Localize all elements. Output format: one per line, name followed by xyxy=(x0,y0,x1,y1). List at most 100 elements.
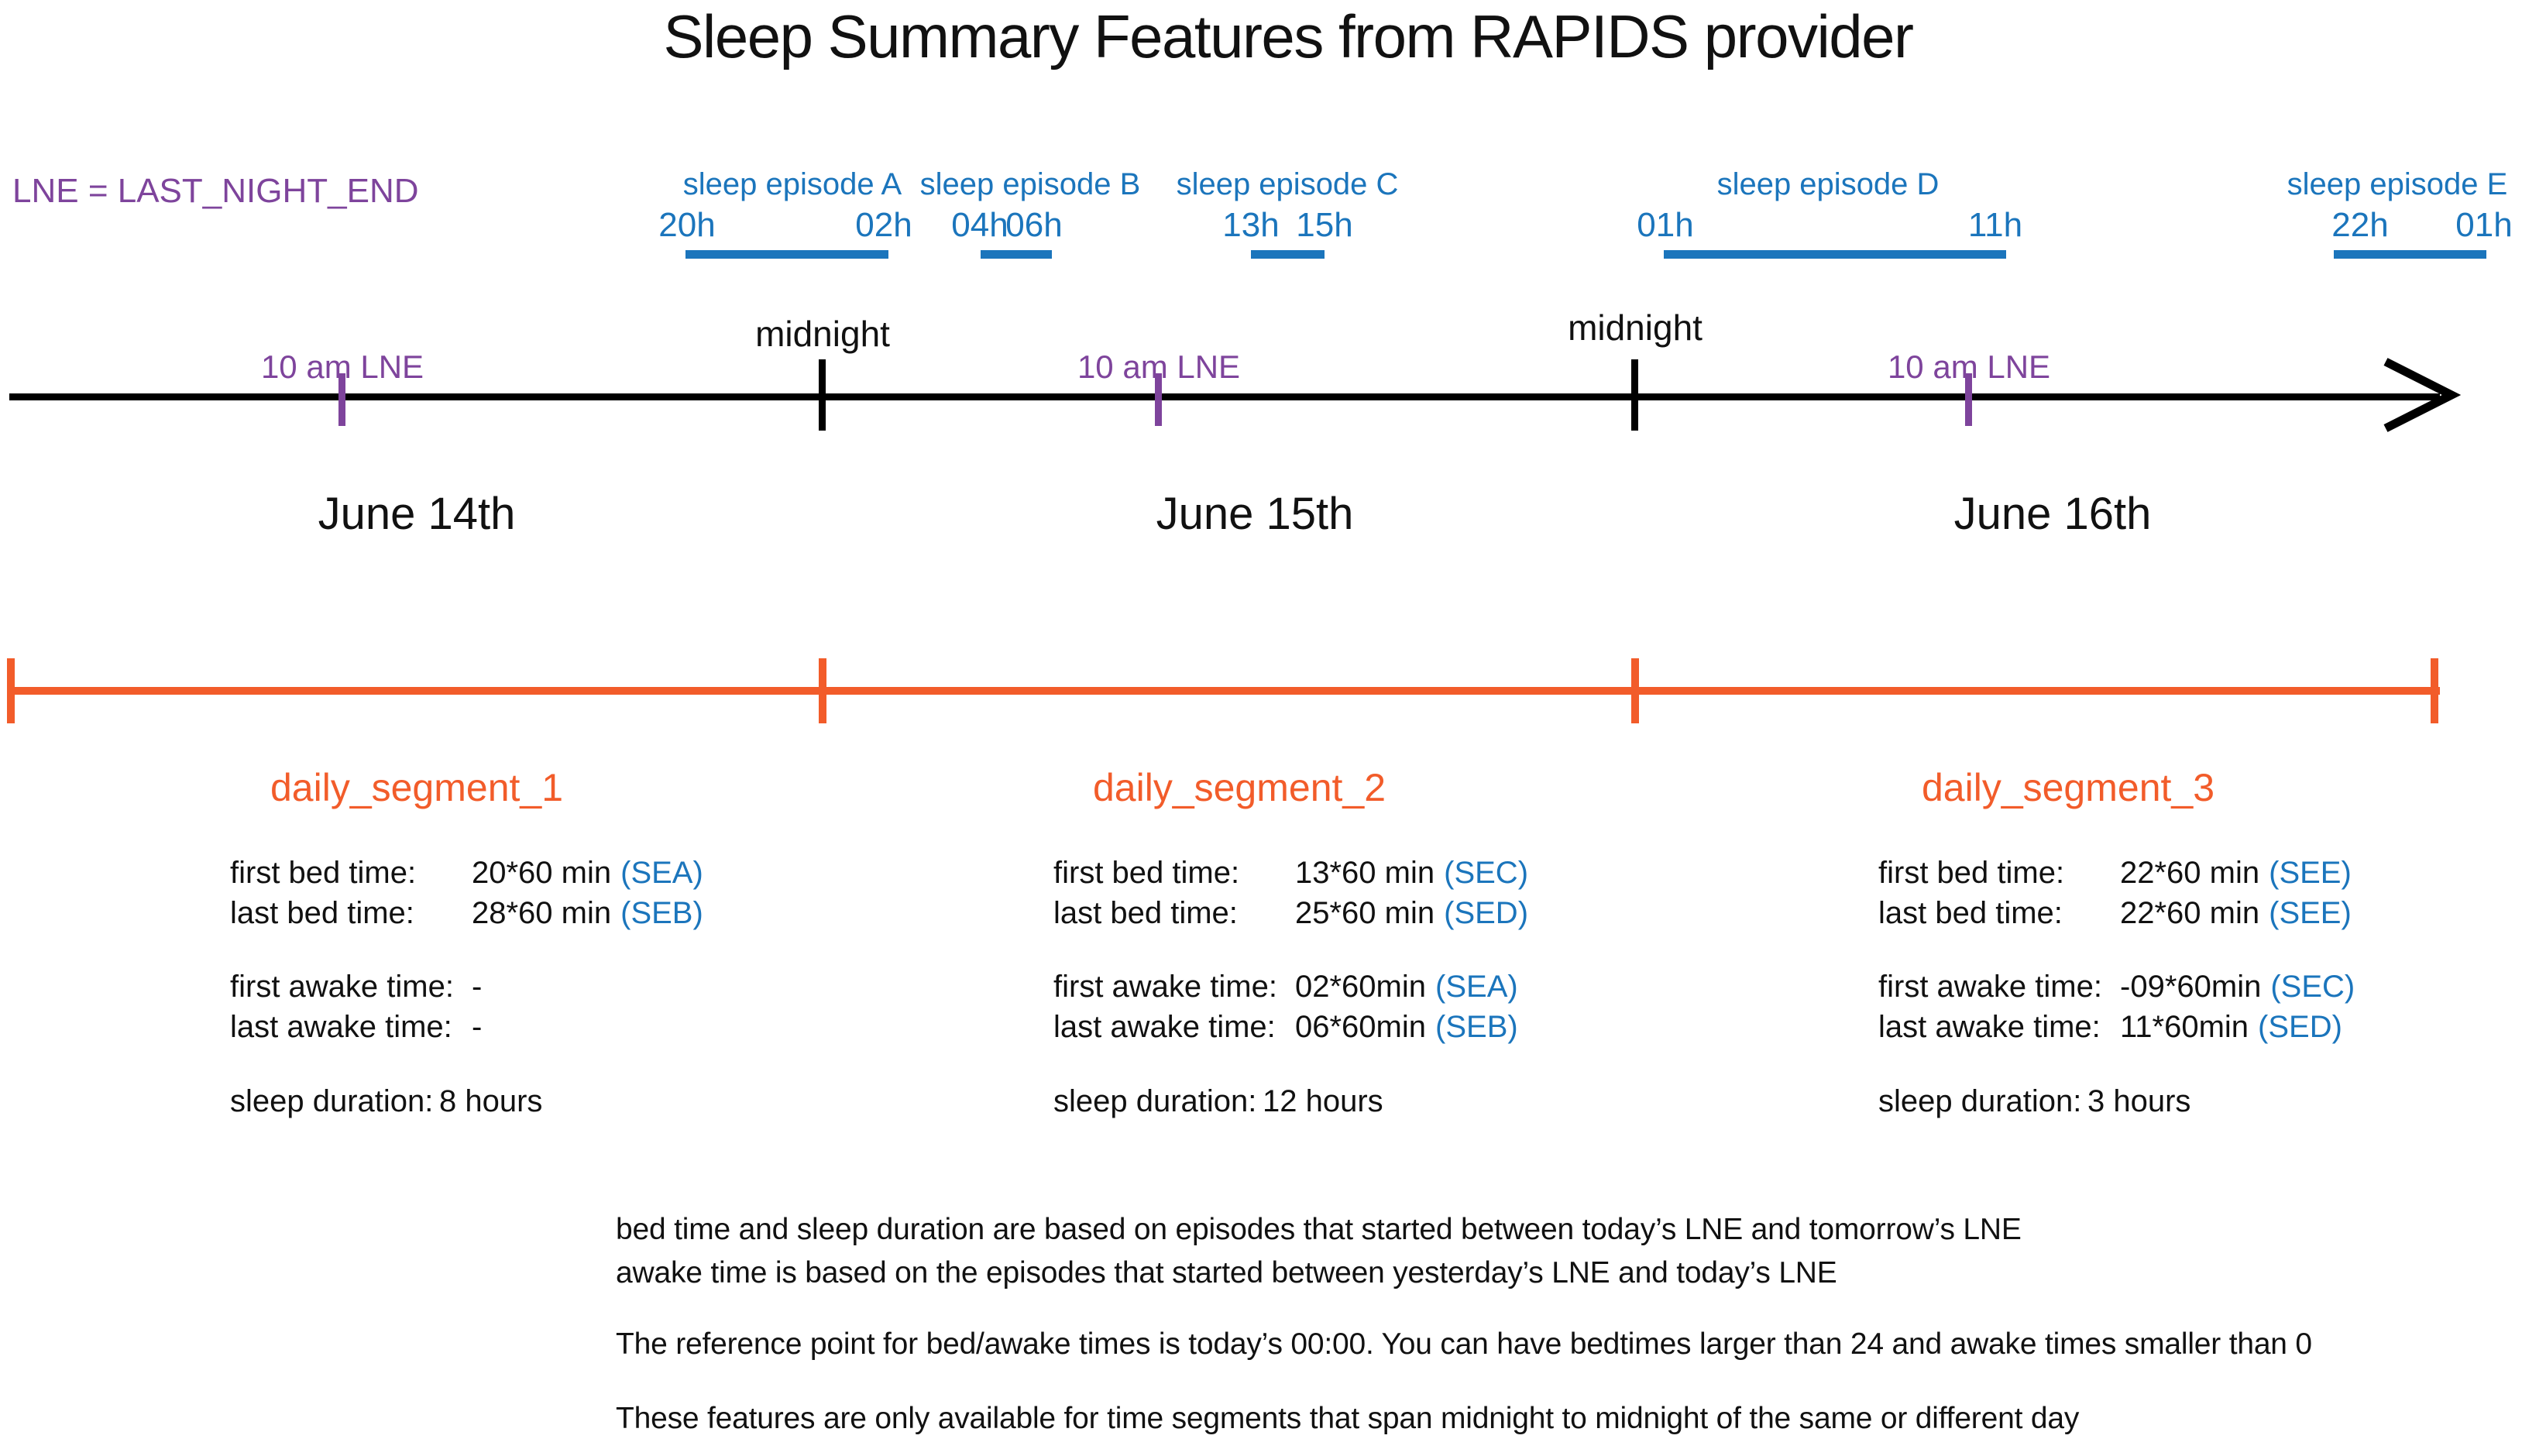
seg3-first-bed-label: first bed time: xyxy=(1878,856,2065,890)
seg1-first-bed-value: 20*60 min xyxy=(472,856,612,890)
seg2-first-bed-label: first bed time: xyxy=(1053,856,1240,890)
date-june-15: June 15th xyxy=(1156,489,1354,539)
seg1-first-awake-row: first awake time: - xyxy=(230,970,482,1004)
episode-e-bar xyxy=(2334,250,2486,259)
episode-d-start-time: 01h xyxy=(1637,206,1694,244)
episode-c-bar xyxy=(1251,250,1325,259)
seg3-first-bed-ref: (SEE) xyxy=(2269,856,2352,890)
page-title: Sleep Summary Features from RAPIDS provi… xyxy=(663,2,1914,70)
episode-d-end-time: 11h xyxy=(1967,206,2023,244)
seg2-first-awake-label: first awake time: xyxy=(1053,970,1277,1004)
seg2-last-awake-label: last awake time: xyxy=(1053,1010,1276,1044)
seg1-first-bed-label: first bed time: xyxy=(230,856,417,890)
episode-b-start-time: 04h xyxy=(951,206,1008,244)
episode-a-bar xyxy=(685,250,888,259)
segment-bracket-tick-1 xyxy=(7,658,15,723)
episode-e-label: sleep episode E xyxy=(2287,167,2508,201)
segment-bracket-tick-4 xyxy=(2431,658,2438,723)
lne-tick-2 xyxy=(1155,373,1162,426)
timeline-axis xyxy=(9,393,2440,400)
lne-legend: LNE = LAST_NIGHT_END xyxy=(12,172,419,210)
footnote-3: The reference point for bed/awake times … xyxy=(616,1327,2312,1361)
seg3-duration-row: sleep duration: 3 hours xyxy=(1878,1084,2190,1119)
seg2-last-awake-ref: (SEB) xyxy=(1435,1010,1518,1044)
segment-bracket-line xyxy=(8,687,2440,695)
footnote-1: bed time and sleep duration are based on… xyxy=(616,1213,2022,1246)
timeline-arrowhead-icon xyxy=(2383,358,2462,432)
seg2-first-awake-row: first awake time: 02*60min (SEA) xyxy=(1053,970,1518,1004)
episode-b-label: sleep episode B xyxy=(919,167,1141,201)
seg3-first-bed-value: 22*60 min xyxy=(2120,856,2260,890)
episode-e-end-time: 01h xyxy=(2455,206,2513,244)
seg2-last-bed-row: last bed time: 25*60 min (SED) xyxy=(1053,896,1528,931)
seg3-last-awake-row: last awake time: 11*60min (SED) xyxy=(1878,1010,2342,1045)
date-june-16: June 16th xyxy=(1953,489,2152,539)
seg2-last-awake-value: 06*60min xyxy=(1295,1010,1427,1044)
seg3-last-awake-label: last awake time: xyxy=(1878,1010,2101,1044)
seg3-last-awake-value: 11*60min xyxy=(2120,1010,2249,1044)
footnote-4: These features are only available for ti… xyxy=(616,1402,2080,1435)
seg2-first-bed-ref: (SEC) xyxy=(1444,856,1529,890)
seg1-first-awake-label: first awake time: xyxy=(230,970,454,1004)
seg2-last-bed-value: 25*60 min xyxy=(1295,896,1435,930)
seg1-duration-row: sleep duration: 8 hours xyxy=(230,1084,542,1119)
midnight-label-2: midnight xyxy=(1568,307,1703,348)
seg3-first-awake-label: first awake time: xyxy=(1878,970,2102,1004)
date-june-14: June 14th xyxy=(318,489,516,539)
seg1-first-awake-value: - xyxy=(472,970,483,1004)
seg2-first-bed-value: 13*60 min xyxy=(1295,856,1435,890)
seg3-last-bed-label: last bed time: xyxy=(1878,896,2063,930)
seg2-first-awake-ref: (SEA) xyxy=(1435,970,1518,1004)
episode-a-end-time: 02h xyxy=(855,206,912,244)
daily-segment-2-label: daily_segment_2 xyxy=(1092,766,1386,809)
seg2-duration-row: sleep duration: 12 hours xyxy=(1053,1084,1383,1119)
seg1-last-awake-value: - xyxy=(472,1010,483,1044)
segment-bracket-tick-2 xyxy=(819,658,826,723)
seg1-last-awake-row: last awake time: - xyxy=(230,1010,482,1045)
midnight-tick-2 xyxy=(1631,359,1638,431)
seg2-duration-label: sleep duration: xyxy=(1053,1084,1257,1118)
episode-a-label: sleep episode A xyxy=(682,167,902,201)
seg2-last-awake-row: last awake time: 06*60min (SEB) xyxy=(1053,1010,1518,1045)
episode-c-end-time: 15h xyxy=(1296,206,1353,244)
seg1-last-bed-label: last bed time: xyxy=(230,896,414,930)
seg3-first-awake-value: -09*60min xyxy=(2120,970,2262,1004)
episode-b-end-time: 06h xyxy=(1005,206,1063,244)
seg3-last-bed-ref: (SEE) xyxy=(2269,896,2352,930)
midnight-tick-1 xyxy=(819,359,826,431)
seg3-duration-label: sleep duration: xyxy=(1878,1084,2082,1118)
seg3-last-bed-value: 22*60 min xyxy=(2120,896,2260,930)
seg3-last-awake-ref: (SED) xyxy=(2258,1010,2342,1044)
midnight-label-1: midnight xyxy=(755,314,890,354)
seg1-last-awake-label: last awake time: xyxy=(230,1010,452,1044)
seg1-first-bed-ref: (SEA) xyxy=(620,856,703,890)
seg3-last-bed-row: last bed time: 22*60 min (SEE) xyxy=(1878,896,2352,931)
episode-b-bar xyxy=(981,250,1052,259)
daily-segment-3-label: daily_segment_3 xyxy=(1921,766,2215,809)
episode-c-start-time: 13h xyxy=(1222,206,1280,244)
episode-e-start-time: 22h xyxy=(2331,206,2389,244)
lne-tick-3 xyxy=(1965,373,1972,426)
episode-d-label: sleep episode D xyxy=(1716,167,1940,201)
episode-c-label: sleep episode C xyxy=(1176,167,1399,201)
seg1-first-bed-row: first bed time: 20*60 min (SEA) xyxy=(230,856,703,891)
seg3-first-awake-ref: (SEC) xyxy=(2270,970,2355,1004)
daily-segment-1-label: daily_segment_1 xyxy=(270,766,564,809)
seg2-first-awake-value: 02*60min xyxy=(1295,970,1427,1004)
footnote-2: awake time is based on the episodes that… xyxy=(616,1256,1837,1289)
seg1-last-bed-ref: (SEB) xyxy=(620,896,703,930)
seg3-duration-value: 3 hours xyxy=(2087,1084,2191,1118)
seg1-duration-label: sleep duration: xyxy=(230,1084,434,1118)
segment-bracket-tick-3 xyxy=(1631,658,1639,723)
seg2-last-bed-label: last bed time: xyxy=(1053,896,1238,930)
seg1-last-bed-row: last bed time: 28*60 min (SEB) xyxy=(230,896,703,931)
seg2-last-bed-ref: (SED) xyxy=(1444,896,1529,930)
seg3-first-bed-row: first bed time: 22*60 min (SEE) xyxy=(1878,856,2352,891)
seg1-duration-value: 8 hours xyxy=(439,1084,543,1118)
episode-a-start-time: 20h xyxy=(658,206,716,244)
episode-d-bar xyxy=(1664,250,2006,259)
seg1-last-bed-value: 28*60 min xyxy=(472,896,612,930)
seg2-duration-value: 12 hours xyxy=(1263,1084,1383,1118)
seg3-first-awake-row: first awake time: -09*60min (SEC) xyxy=(1878,970,2355,1004)
